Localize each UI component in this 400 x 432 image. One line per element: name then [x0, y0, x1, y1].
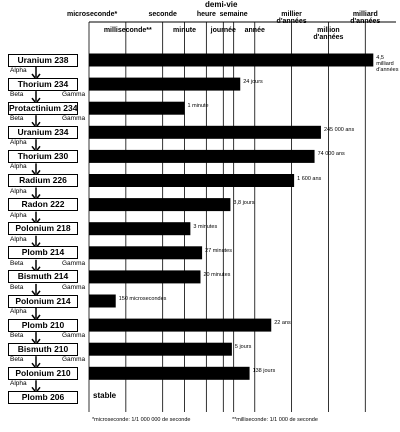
- value-label: 245 000 ans: [323, 127, 355, 134]
- decay-label: Alpha: [10, 67, 27, 74]
- value-label: 5 jours: [234, 344, 252, 351]
- nuclide-label: Plomb 206: [8, 390, 78, 404]
- bar: [89, 125, 321, 139]
- value-label: stable: [93, 391, 117, 401]
- x-tick-label: milliard d'années: [350, 11, 381, 26]
- x-tick-label: semaine: [219, 11, 248, 18]
- value-label: 150 microsecondes: [118, 296, 167, 302]
- decay-label: Beta: [10, 115, 24, 123]
- x-tick-label: heure: [196, 11, 216, 18]
- decay-label: Beta: [10, 91, 24, 99]
- decay-label: Alpha: [10, 211, 27, 219]
- bar: [89, 198, 231, 212]
- x-tick-label: milliseconde**: [103, 27, 152, 34]
- nuclide-label: Uranium 238: [8, 53, 78, 67]
- nuclide-label: Thorium 234: [8, 77, 78, 91]
- value-label: 27 minutes: [205, 247, 232, 254]
- axis-title: demi-vie: [205, 0, 238, 9]
- nuclide-label: Plomb 210: [8, 318, 78, 332]
- decay-label: Gamma: [62, 332, 86, 340]
- value-label: 4,5 milliard d'années: [376, 55, 399, 73]
- decay-label: Alpha: [10, 235, 27, 243]
- nuclide-label: Polonium 218: [8, 222, 78, 236]
- x-tick-label: année: [244, 27, 265, 34]
- value-label: 1 600 ans: [297, 175, 322, 182]
- footnote: *microseconde: 1/1 000 000 de seconde: [92, 417, 191, 423]
- nuclide-label: Protactinium 234: [8, 101, 78, 115]
- bar: [89, 294, 116, 308]
- nuclide-label: Bismuth 210: [8, 342, 78, 356]
- value-label: 3,8 jours: [233, 199, 255, 206]
- bar: [89, 53, 374, 67]
- nuclide-label: Polonium 214: [8, 294, 78, 308]
- bar: [89, 246, 203, 260]
- footnote: **milliseconde: 1/1 000 de seconde: [232, 417, 318, 423]
- nuclide-label: Thorium 230: [8, 149, 78, 163]
- value-label: 74 000 ans: [317, 151, 345, 158]
- bar: [89, 342, 232, 356]
- decay-label: Alpha: [10, 308, 27, 315]
- value-label: 20 minutes: [203, 271, 231, 278]
- bar: [89, 174, 295, 187]
- bar: [89, 318, 272, 332]
- bar: [89, 222, 191, 236]
- decay-label: Gamma: [62, 356, 86, 364]
- nuclide-label: Polonium 210: [8, 366, 78, 380]
- value-label: 22 ans: [274, 320, 291, 327]
- decay-label: Beta: [10, 332, 24, 340]
- decay-label: Gamma: [62, 115, 86, 123]
- x-tick-label: millier d'années: [276, 11, 307, 26]
- nuclide-label: Radium 226: [8, 174, 78, 187]
- nuclide-label: Radon 222: [8, 198, 78, 212]
- bar: [89, 366, 250, 380]
- nuclide-label: Plomb 214: [8, 246, 78, 260]
- value-label: 3 minutes: [193, 223, 218, 230]
- value-label: 24 jours: [243, 79, 263, 86]
- decay-label: Alpha: [10, 163, 27, 171]
- bar: [89, 101, 185, 115]
- decay-label: Gamma: [62, 91, 86, 99]
- value-label: 138 jours: [252, 368, 276, 375]
- decay-label: Alpha: [10, 139, 27, 147]
- decay-label: Beta: [10, 259, 24, 267]
- decay-label: Beta: [10, 356, 24, 364]
- x-tick-label: minute: [173, 27, 196, 34]
- bar: [89, 270, 201, 284]
- nuclide-label: Bismuth 214: [8, 270, 78, 284]
- bar: [89, 149, 315, 163]
- decay-label: Gamma: [62, 283, 86, 291]
- value-label: 1 minute: [187, 103, 209, 110]
- decay-label: Alpha: [10, 380, 27, 388]
- decay-label: Gamma: [62, 259, 86, 267]
- nuclide-label: Uranium 234: [8, 125, 78, 139]
- decay-label: Alpha: [10, 187, 27, 195]
- x-tick-label: seconde: [148, 11, 177, 18]
- x-tick-label: journée: [210, 27, 236, 34]
- x-tick-label: million d'années: [313, 27, 344, 42]
- decay-label: Beta: [10, 283, 24, 291]
- bar: [89, 77, 241, 91]
- x-tick-label: microseconde*: [67, 11, 118, 18]
